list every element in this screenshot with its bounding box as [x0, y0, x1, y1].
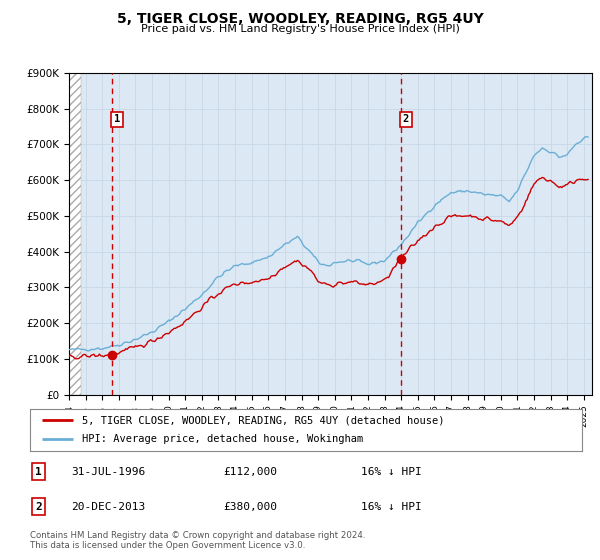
Text: 1: 1 [35, 467, 41, 477]
Text: 5, TIGER CLOSE, WOODLEY, READING, RG5 4UY (detached house): 5, TIGER CLOSE, WOODLEY, READING, RG5 4U… [82, 415, 445, 425]
Text: 1: 1 [114, 114, 120, 124]
Bar [69, 73, 80, 395]
Text: Price paid vs. HM Land Registry's House Price Index (HPI): Price paid vs. HM Land Registry's House … [140, 24, 460, 34]
Text: HPI: Average price, detached house, Wokingham: HPI: Average price, detached house, Woki… [82, 435, 364, 445]
Text: 31-JUL-1996: 31-JUL-1996 [71, 467, 146, 477]
Text: 20-DEC-2013: 20-DEC-2013 [71, 502, 146, 512]
Text: £380,000: £380,000 [223, 502, 277, 512]
Text: 16% ↓ HPI: 16% ↓ HPI [361, 467, 422, 477]
Text: £112,000: £112,000 [223, 467, 277, 477]
Text: 16% ↓ HPI: 16% ↓ HPI [361, 502, 422, 512]
Text: Contains HM Land Registry data © Crown copyright and database right 2024.
This d: Contains HM Land Registry data © Crown c… [30, 531, 365, 550]
Text: 2: 2 [403, 114, 409, 124]
Text: 5, TIGER CLOSE, WOODLEY, READING, RG5 4UY: 5, TIGER CLOSE, WOODLEY, READING, RG5 4U… [116, 12, 484, 26]
Text: 2: 2 [35, 502, 41, 512]
